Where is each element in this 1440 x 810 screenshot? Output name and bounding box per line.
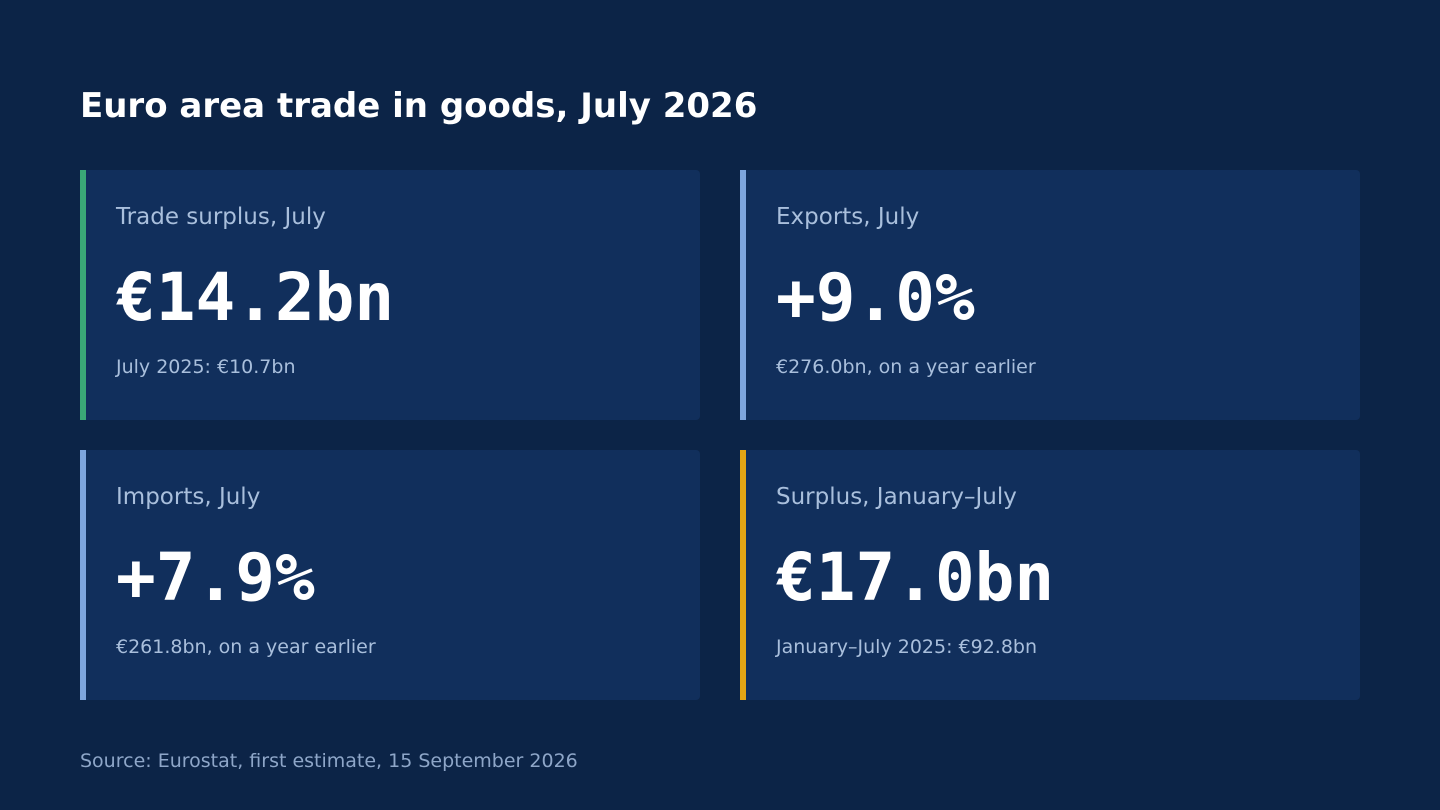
kpi-label: Imports, July [116, 484, 261, 510]
kpi-value: +9.0% [776, 259, 975, 336]
kpi-note: July 2025: €10.7bn [116, 356, 296, 378]
card-grid: Trade surplus, July €14.2bn July 2025: €10… [80, 170, 1360, 700]
kpi-label: Exports, July [776, 204, 920, 230]
kpi-note: €261.8bn, on a year earlier [116, 636, 376, 658]
kpi-label: Surplus, January–July [776, 484, 1017, 510]
kpi-note: €276.0bn, on a year earlier [776, 356, 1036, 378]
kpi-label: Trade surplus, July [116, 204, 326, 230]
kpi-note: January–July 2025: €92.8bn [776, 636, 1038, 658]
kpi-value: €17.0bn [776, 539, 1055, 616]
kpi-card: Trade surplus, July €14.2bn July 2025: €10… [80, 170, 700, 420]
kpi-card: Exports, July +9.0% €276.0bn, on a year ea… [740, 170, 1360, 420]
kpi-card: Surplus, January–July €17.0bn January–July… [740, 450, 1360, 700]
kpi-card: Imports, July +7.9% €261.8bn, on a year ea… [80, 450, 700, 700]
source-note: Source: Eurostat, first estimate, 15 Sep… [80, 750, 578, 772]
kpi-value: +7.9% [116, 539, 315, 616]
kpi-value: €14.2bn [116, 259, 395, 336]
page-title: Euro area trade in goods, July 2026 [80, 86, 758, 126]
